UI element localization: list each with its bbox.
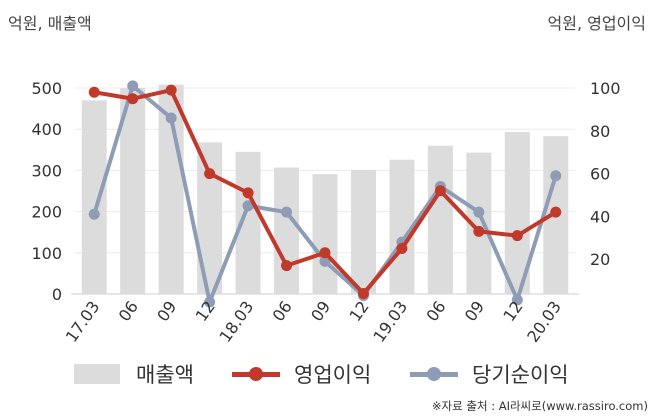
x-axis-tick-label: 20.03 [523,297,565,345]
net-income-point [281,206,293,218]
x-axis-tick-label: 09 [307,297,334,325]
x-axis-tick-label: 17.03 [62,297,104,345]
right-axis-tick-label: 20 [590,250,610,269]
revenue-bar [312,174,338,294]
legend-label-operating-profit: 영업이익 [294,363,372,387]
operating-profit-point [550,206,562,218]
operating-profit-point [357,287,369,299]
x-axis-tick-label: 09 [461,297,488,325]
legend: 매출액 영업이익 당기순이익 [0,358,658,392]
x-axis-tick-label: 19.03 [369,297,411,345]
revenue-bar [274,167,300,294]
net-income-point [473,206,485,218]
left-axis-tick-label: 400 [31,120,62,139]
right-axis-tick-label: 60 [590,165,610,184]
net-income-point [511,294,523,306]
legend-label-revenue: 매출액 [136,363,194,387]
legend-item-net-income: 당기순이익 [410,358,569,390]
left-axis-unit-label: 억원, 매출액 [8,14,92,33]
legend-item-revenue: 매출액 [74,358,194,390]
right-axis-tick-label: 100 [590,79,621,98]
left-axis-tick-label: 300 [31,161,62,180]
left-axis-tick-label: 200 [31,203,62,222]
revenue-bar [350,169,376,294]
right-axis-tick-label: 40 [590,207,610,226]
net-income-point [165,112,177,124]
operating-profit-point [281,260,293,272]
chart-canvas: 0 100 200 300 400 500 20 40 60 80 100 17.03 06 09 12 18… [31,79,621,346]
legend-label-net-income: 당기순이익 [472,363,569,387]
revenue-bar [197,142,223,294]
operating-profit-point [511,230,523,242]
revenue-bar [81,100,107,294]
legend-item-operating-profit: 영업이익 [232,358,371,390]
operating-profit-point [204,168,216,180]
operating-profit-point [242,187,254,199]
left-axis-tick-label: 500 [31,79,62,98]
x-axis-tick-label: 12 [345,297,372,325]
legend-swatch-net-income [410,364,458,384]
legend-swatch-operating-profit [232,364,280,384]
x-axis-tick-label: 06 [422,297,449,325]
x-axis-tick-label: 09 [153,297,180,325]
operating-profit-point [473,225,485,237]
operating-profit-point [396,243,408,254]
right-axis-tick-label: 80 [590,122,610,141]
left-axis-tick-label: 0 [52,285,62,304]
operating-profit-point [319,247,331,259]
source-note: ※자료 출처 : AI라씨로(www.rassiro.com) [431,399,648,413]
revenue-bar [427,145,453,294]
net-income-point [242,200,254,212]
net-income-point [550,170,562,182]
revenue-bar [120,88,146,294]
legend-swatch-revenue [74,364,120,384]
operating-profit-point [165,84,177,96]
operating-profit-point [434,185,446,197]
net-income-point [204,296,216,308]
net-income-point [88,208,100,220]
right-axis-unit-label: 억원, 영업이익 [547,14,647,33]
x-axis-tick-label: 06 [269,297,296,325]
left-axis-tick-label: 100 [31,244,62,263]
net-income-point [127,80,139,92]
x-axis-tick-label: 06 [115,297,142,325]
operating-profit-point [88,86,100,98]
operating-profit-point [127,93,139,105]
x-axis-tick-label: 18.03 [216,297,258,345]
